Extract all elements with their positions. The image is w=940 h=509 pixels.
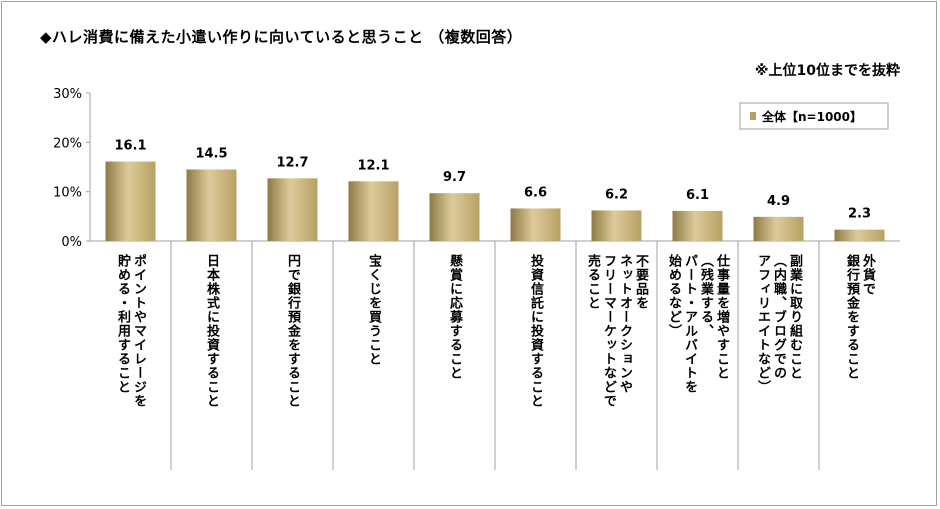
y-tick-label: 10% bbox=[53, 186, 82, 201]
chart-title: ◆ハレ消費に備えた小遣い作りに向いていると思うこと （複数回答） bbox=[40, 28, 523, 46]
data-label: 4.9 bbox=[767, 194, 790, 209]
data-label: 6.6 bbox=[524, 185, 547, 200]
category-label: 外貨で bbox=[860, 253, 877, 296]
category-label: （内職、ブログでの bbox=[771, 254, 788, 380]
data-label: 14.5 bbox=[195, 146, 227, 161]
bar bbox=[753, 216, 804, 241]
category-label: 宝くじを買うこと bbox=[366, 253, 382, 366]
legend-swatch bbox=[750, 112, 756, 120]
y-tick-label: 30% bbox=[53, 87, 82, 102]
category-label: アフィリエイトなど） bbox=[755, 254, 772, 394]
chart-note: ※上位10位までを抜粋 bbox=[754, 63, 900, 79]
data-label: 9.7 bbox=[443, 170, 466, 185]
category-label: ネットオークションや bbox=[617, 254, 633, 394]
category-label: 銀行預金をすること bbox=[844, 253, 861, 380]
data-label: 6.1 bbox=[686, 188, 709, 203]
data-label: 16.1 bbox=[114, 139, 146, 154]
category-label: 日本株式に投資すること bbox=[204, 254, 220, 408]
category-label: 懸賞に応募すること bbox=[447, 253, 464, 380]
y-tick-label: 20% bbox=[53, 136, 82, 151]
category-label: ポイントやマイレージを bbox=[131, 253, 147, 408]
category-label: 円で銀行預金をすること bbox=[285, 254, 302, 408]
data-label: 6.2 bbox=[605, 187, 628, 202]
bar bbox=[186, 169, 237, 241]
category-label: フリーマーケットなどで bbox=[601, 254, 617, 408]
category-label: 投資信託に投資すること bbox=[528, 253, 544, 408]
bar bbox=[591, 210, 642, 241]
legend-label: 全体【n=1000】 bbox=[761, 109, 862, 124]
category-label: （残業する、 bbox=[698, 254, 715, 338]
bar bbox=[429, 193, 480, 241]
bar bbox=[267, 178, 318, 241]
bar bbox=[105, 161, 156, 241]
bar bbox=[672, 210, 723, 241]
category-label: 始めるなど） bbox=[666, 253, 683, 338]
data-label: 2.3 bbox=[848, 207, 871, 222]
data-label: 12.7 bbox=[276, 155, 308, 170]
category-label: 副業に取り組むこと bbox=[787, 254, 804, 380]
legend-box bbox=[739, 102, 889, 130]
data-label: 12.1 bbox=[357, 158, 389, 173]
bar bbox=[510, 208, 561, 241]
bar bbox=[348, 181, 399, 241]
category-label: 売ること bbox=[585, 253, 601, 310]
category-label: 不要品を bbox=[633, 254, 649, 310]
y-tick-label: 0% bbox=[61, 235, 82, 250]
category-label: 仕事量を増やすこと bbox=[714, 253, 731, 380]
bar bbox=[834, 229, 885, 241]
category-label: 貯める・利用すること bbox=[115, 253, 132, 394]
category-label: パート・アルバイトを bbox=[682, 254, 698, 394]
